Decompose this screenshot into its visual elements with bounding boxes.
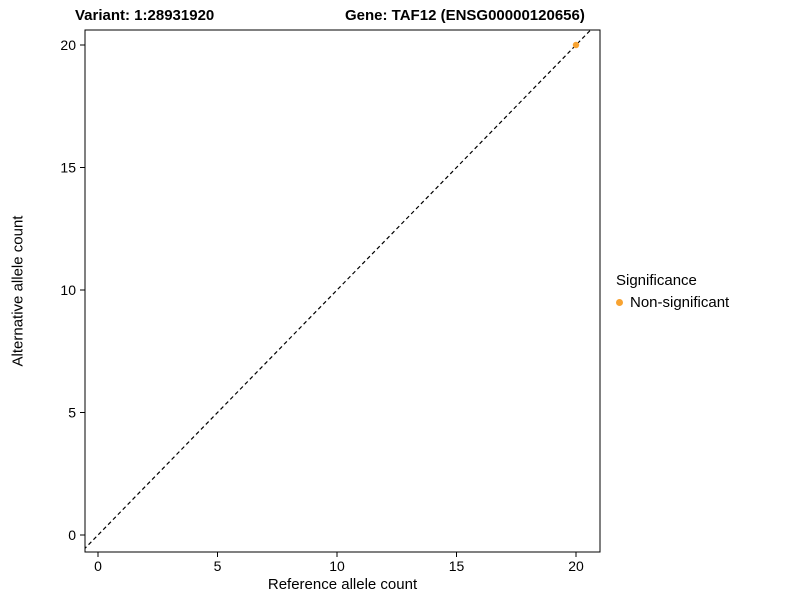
y-tick-label: 20 — [60, 37, 76, 53]
x-tick-label: 10 — [329, 558, 345, 574]
plot-title-gene: Gene: TAF12 (ENSG00000120656) — [345, 7, 585, 24]
panel-border — [84, 29, 601, 553]
y-tick-label: 15 — [60, 160, 76, 176]
x-axis-label: Reference allele count — [267, 576, 418, 593]
x-tick-label: 5 — [214, 558, 222, 574]
legend-entry: Non-significant — [616, 294, 729, 311]
y-axis-label: Alternative allele count — [9, 215, 27, 367]
y-tick-label: 5 — [68, 405, 76, 421]
plot-title-variant: Variant: 1:28931920 — [75, 7, 215, 24]
legend-entry-label: Non-significant — [630, 294, 730, 311]
identity-line — [85, 30, 592, 550]
y-tick-label: 0 — [68, 527, 76, 543]
legend: Significance Non-significant — [616, 272, 729, 311]
data-point — [572, 41, 580, 49]
x-tick-label: 0 — [94, 558, 102, 574]
legend-title: Significance — [616, 272, 697, 289]
legend-point-icon — [616, 299, 623, 306]
x-tick-label: 20 — [568, 558, 584, 574]
y-tick-label: 10 — [60, 282, 76, 298]
x-tick-label: 15 — [449, 558, 465, 574]
